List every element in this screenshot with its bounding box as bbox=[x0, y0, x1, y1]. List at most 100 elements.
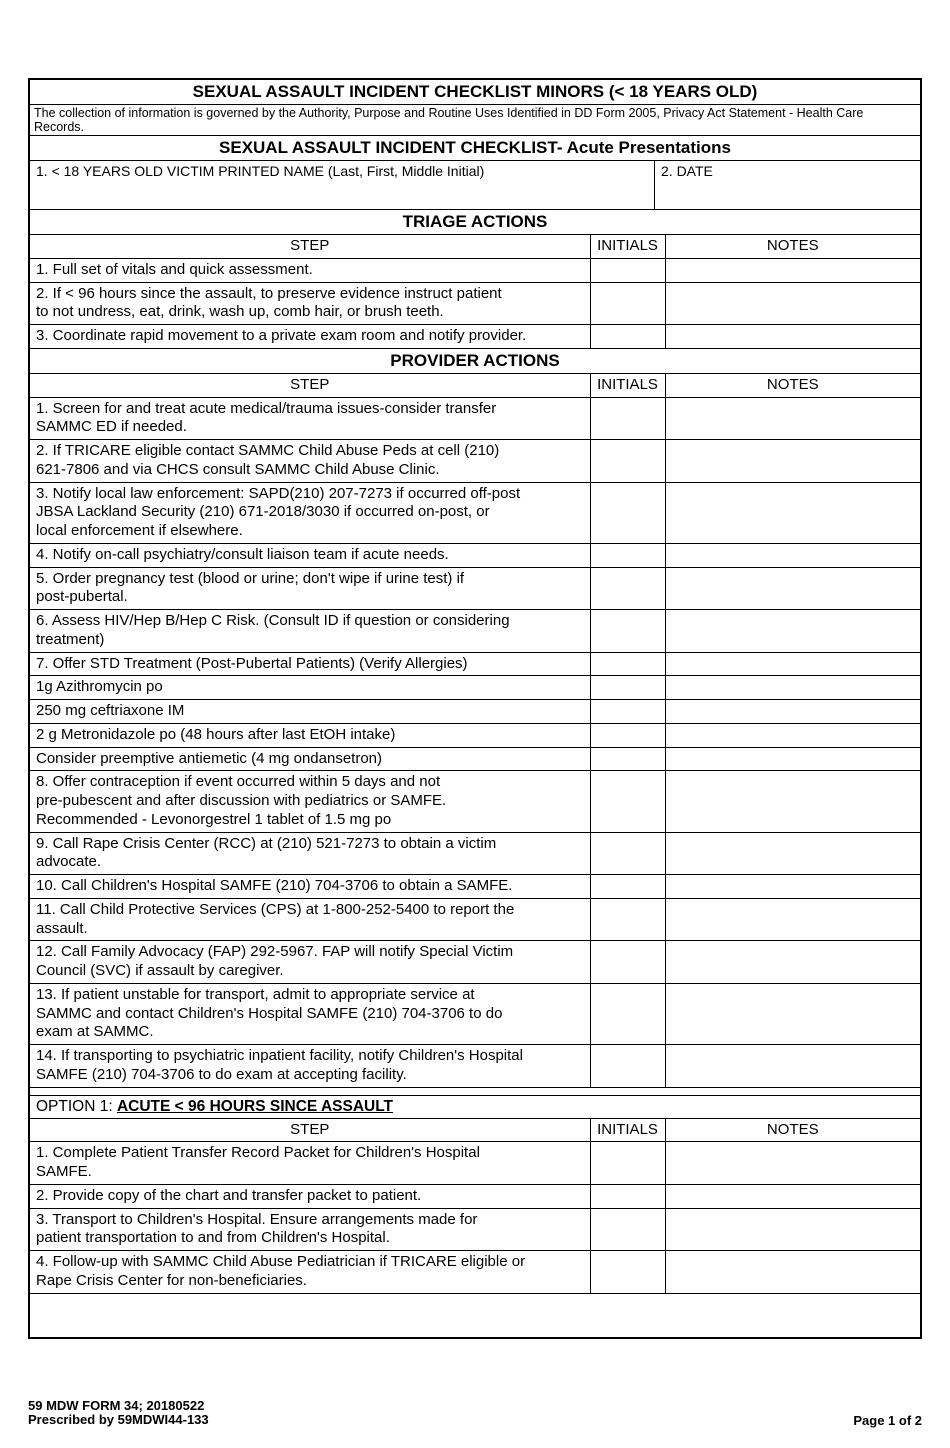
provider-row: 14. If transporting to psychiatric inpat… bbox=[30, 1045, 920, 1088]
notes-cell[interactable] bbox=[665, 1045, 920, 1088]
triage-heading: TRIAGE ACTIONS bbox=[30, 210, 920, 235]
initials-cell[interactable] bbox=[590, 543, 665, 567]
form-subtitle: SEXUAL ASSAULT INCIDENT CHECKLIST- Acute… bbox=[30, 136, 920, 161]
provider-row: 8. Offer contraception if event occurred… bbox=[30, 771, 920, 832]
initials-cell[interactable] bbox=[590, 676, 665, 700]
initials-cell[interactable] bbox=[590, 941, 665, 984]
col-step: STEP bbox=[30, 1119, 590, 1142]
initials-cell[interactable] bbox=[590, 700, 665, 724]
notes-cell[interactable] bbox=[665, 700, 920, 724]
option1-row: 1. Complete Patient Transfer Record Pack… bbox=[30, 1142, 920, 1185]
initials-cell[interactable] bbox=[590, 771, 665, 832]
initials-cell[interactable] bbox=[590, 1045, 665, 1088]
initials-cell[interactable] bbox=[590, 610, 665, 653]
form-id: 59 MDW FORM 34; 20180522 bbox=[28, 1399, 209, 1413]
provider-table: STEP INITIALS NOTES 1. Screen for and tr… bbox=[30, 374, 920, 1096]
notes-cell[interactable] bbox=[665, 771, 920, 832]
notes-cell[interactable] bbox=[665, 1142, 920, 1185]
option1-prefix: OPTION 1: bbox=[36, 1098, 117, 1115]
date-field[interactable]: 2. DATE bbox=[655, 161, 920, 209]
provider-row: 1. Screen for and treat acute medical/tr… bbox=[30, 397, 920, 440]
notes-cell[interactable] bbox=[665, 652, 920, 676]
name-date-row: 1. < 18 YEARS OLD VICTIM PRINTED NAME (L… bbox=[30, 161, 920, 210]
initials-cell[interactable] bbox=[590, 983, 665, 1044]
initials-cell[interactable] bbox=[590, 397, 665, 440]
initials-cell[interactable] bbox=[590, 832, 665, 875]
notes-cell[interactable] bbox=[665, 325, 920, 349]
option1-header-row: STEP INITIALS NOTES bbox=[30, 1119, 920, 1142]
initials-cell[interactable] bbox=[590, 440, 665, 483]
notes-cell[interactable] bbox=[665, 258, 920, 282]
initials-cell[interactable] bbox=[590, 875, 665, 899]
notes-cell[interactable] bbox=[665, 440, 920, 483]
col-notes: NOTES bbox=[665, 1119, 920, 1142]
triage-row: 3. Coordinate rapid movement to a privat… bbox=[30, 325, 920, 349]
spacer bbox=[30, 1087, 920, 1095]
col-initials: INITIALS bbox=[590, 1119, 665, 1142]
initials-cell[interactable] bbox=[590, 652, 665, 676]
notes-cell[interactable] bbox=[665, 482, 920, 543]
initials-cell[interactable] bbox=[590, 723, 665, 747]
notes-cell[interactable] bbox=[665, 567, 920, 610]
provider-row: 3. Notify local law enforcement: SAPD(21… bbox=[30, 482, 920, 543]
initials-cell[interactable] bbox=[590, 1208, 665, 1251]
blank-row bbox=[30, 1293, 920, 1337]
notes-cell[interactable] bbox=[665, 983, 920, 1044]
initials-cell[interactable] bbox=[590, 1142, 665, 1185]
provider-row: 9. Call Rape Crisis Center (RCC) at (210… bbox=[30, 832, 920, 875]
notes-cell[interactable] bbox=[665, 1184, 920, 1208]
notes-cell[interactable] bbox=[665, 1208, 920, 1251]
option1-table: STEP INITIALS NOTES 1. Complete Patient … bbox=[30, 1119, 920, 1338]
initials-cell[interactable] bbox=[590, 325, 665, 349]
col-step: STEP bbox=[30, 374, 590, 397]
triage-table: STEP INITIALS NOTES 1. Full set of vital… bbox=[30, 235, 920, 349]
provider-row: 11. Call Child Protective Services (CPS)… bbox=[30, 898, 920, 941]
notes-cell[interactable] bbox=[665, 898, 920, 941]
initials-cell[interactable] bbox=[590, 258, 665, 282]
option1-heading: OPTION 1: ACUTE < 96 HOURS SINCE ASSAULT bbox=[30, 1096, 920, 1119]
col-initials: INITIALS bbox=[590, 235, 665, 258]
provider-subrow: 250 mg ceftriaxone IM bbox=[30, 700, 920, 724]
notes-cell[interactable] bbox=[665, 676, 920, 700]
victim-name-field[interactable]: 1. < 18 YEARS OLD VICTIM PRINTED NAME (L… bbox=[30, 161, 655, 209]
provider-row: 13. If patient unstable for transport, a… bbox=[30, 983, 920, 1044]
option1-row: 4. Follow-up with SAMMC Child Abuse Pedi… bbox=[30, 1251, 920, 1294]
form-container: SEXUAL ASSAULT INCIDENT CHECKLIST MINORS… bbox=[28, 78, 922, 1339]
provider-row: 2. If TRICARE eligible contact SAMMC Chi… bbox=[30, 440, 920, 483]
col-step: STEP bbox=[30, 235, 590, 258]
privacy-statement: The collection of information is governe… bbox=[30, 105, 920, 136]
notes-cell[interactable] bbox=[665, 1251, 920, 1294]
option1-underline: ACUTE < 96 HOURS SINCE ASSAULT bbox=[117, 1098, 393, 1115]
option1-row: 3. Transport to Children's Hospital. Ens… bbox=[30, 1208, 920, 1251]
notes-cell[interactable] bbox=[665, 723, 920, 747]
provider-header-row: STEP INITIALS NOTES bbox=[30, 374, 920, 397]
provider-row: 5. Order pregnancy test (blood or urine;… bbox=[30, 567, 920, 610]
col-notes: NOTES bbox=[665, 374, 920, 397]
notes-cell[interactable] bbox=[665, 832, 920, 875]
prescribed-by: Prescribed by 59MDWI44-133 bbox=[28, 1413, 209, 1427]
notes-cell[interactable] bbox=[665, 282, 920, 325]
provider-row: 6. Assess HIV/Hep B/Hep C Risk. (Consult… bbox=[30, 610, 920, 653]
notes-cell[interactable] bbox=[665, 747, 920, 771]
triage-header-row: STEP INITIALS NOTES bbox=[30, 235, 920, 258]
notes-cell[interactable] bbox=[665, 941, 920, 984]
initials-cell[interactable] bbox=[590, 747, 665, 771]
provider-subrow: 2 g Metronidazole po (48 hours after las… bbox=[30, 723, 920, 747]
initials-cell[interactable] bbox=[590, 898, 665, 941]
initials-cell[interactable] bbox=[590, 282, 665, 325]
provider-heading: PROVIDER ACTIONS bbox=[30, 349, 920, 374]
notes-cell[interactable] bbox=[665, 543, 920, 567]
page-number: Page 1 of 2 bbox=[853, 1413, 922, 1428]
initials-cell[interactable] bbox=[590, 482, 665, 543]
provider-subrow: Consider preemptive antiemetic (4 mg ond… bbox=[30, 747, 920, 771]
notes-cell[interactable] bbox=[665, 875, 920, 899]
col-initials: INITIALS bbox=[590, 374, 665, 397]
triage-row: 2. If < 96 hours since the assault, to p… bbox=[30, 282, 920, 325]
notes-cell[interactable] bbox=[665, 610, 920, 653]
initials-cell[interactable] bbox=[590, 567, 665, 610]
notes-cell[interactable] bbox=[665, 397, 920, 440]
initials-cell[interactable] bbox=[590, 1251, 665, 1294]
initials-cell[interactable] bbox=[590, 1184, 665, 1208]
provider-subrow: 1g Azithromycin po bbox=[30, 676, 920, 700]
provider-row: 12. Call Family Advocacy (FAP) 292-5967.… bbox=[30, 941, 920, 984]
